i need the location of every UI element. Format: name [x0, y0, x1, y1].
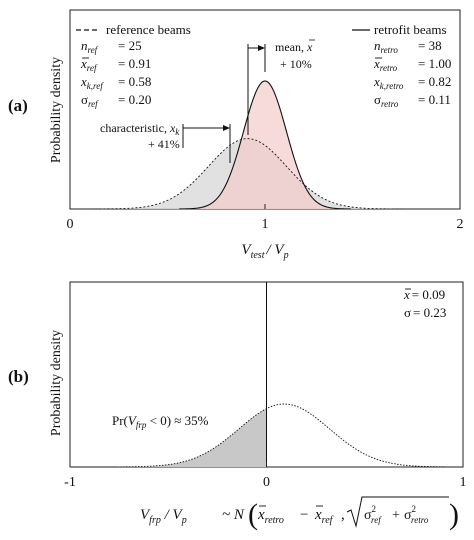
panel-b-label: (b): [8, 367, 29, 386]
stat-xbar-retro-value: = 1.00: [418, 56, 451, 71]
formula-separator: ,: [341, 507, 345, 523]
characteristic-annotation: characteristic, xk + 41%: [100, 121, 231, 163]
stat-xbar-ref: xref: [80, 56, 98, 73]
stat-n-retro-value: = 38: [418, 38, 442, 53]
panel-a-x-axis-label: Vtest / Vp: [241, 242, 288, 261]
panel-b-x-tick-label-2: 1: [460, 475, 467, 490]
panel-a-curves: [91, 80, 404, 210]
char-arrow-head: [223, 125, 230, 131]
stat-sigma-ref-value: = 0.20: [118, 92, 151, 107]
mean-change: + 10%: [280, 57, 312, 71]
stat-sigma-ref: σref: [81, 92, 99, 109]
stats-difference: x = 0.09 σ = 0.23: [403, 287, 446, 320]
stats-retrofit: nretro = 38 xretro = 1.00 xk,retro = 0.8…: [373, 38, 451, 109]
legend-retrofit-label: retrofit beams: [374, 22, 447, 37]
stat-xbar-retro: xretro: [373, 56, 398, 73]
formula-sqrt-sign: [346, 496, 449, 528]
formula-dist: ~ N: [222, 507, 245, 523]
formula-term2: xref: [314, 507, 334, 526]
panel-a-area-fills: [91, 81, 404, 209]
panel-a-x-tick-label-0: 0: [67, 217, 74, 232]
mean-annotation: mean, x + 10%: [247, 39, 315, 135]
stat-xbar-diff: x = 0.09: [403, 287, 445, 302]
legend-retrofit: retrofit beams: [352, 22, 447, 37]
panel-b-x-tick-label-0: -1: [64, 475, 76, 490]
stat-n-ref: nref: [81, 38, 99, 55]
prob-negative-annotation: Pr(Vfrp < 0) ≈ 35%: [112, 413, 209, 430]
legend-reference-label: reference beams: [106, 22, 191, 37]
panel-a-y-axis-label: Probability density: [49, 57, 64, 163]
formula-term1: xretro: [257, 507, 284, 526]
panel-a-x-tick-label-2: 2: [457, 217, 464, 232]
stat-sigma-diff: σ = 0.23: [404, 305, 446, 320]
formula-sigma-retro: σ2 retro: [404, 504, 429, 525]
reference-density-curve: [91, 138, 404, 210]
distribution-formula: Vfrp / Vp ~ N ( xretro − xref , σ2 ref + …: [140, 496, 459, 531]
panel-a-x-tick-label-1: 1: [262, 217, 269, 232]
panel-b: (b) Probability density -1 0 1 x = 0.09 σ…: [8, 281, 467, 531]
formula-right-paren: ): [449, 498, 459, 531]
stat-n-retro: nretro: [374, 38, 398, 55]
formula-left-paren: (: [248, 498, 258, 531]
stats-reference: nref = 25 xref = 0.91 xk,ref = 0.58 σref…: [80, 38, 151, 109]
stat-sigma-retro-value: = 0.11: [418, 92, 451, 107]
panel-a: (a) Probability density 0 1 2 Vtest / Vp …: [8, 9, 464, 261]
formula-lhs: Vfrp / Vp: [140, 507, 187, 526]
panel-b-y-axis-label: Probability density: [49, 330, 64, 436]
negative-region-fill: [71, 408, 267, 467]
mean-label: mean, x: [275, 40, 313, 54]
retrofit-density-curve: [179, 80, 351, 210]
legend-reference: reference beams: [76, 22, 191, 37]
char-change: + 41%: [148, 137, 180, 151]
char-label: characteristic, xk: [100, 121, 180, 137]
stat-xk-retro: xk,retro: [373, 74, 404, 91]
formula-minus: −: [300, 507, 308, 523]
stat-sigma-retro: σretro: [374, 92, 399, 109]
formula-sigma-ref: σ2 ref: [364, 504, 382, 525]
stat-xk-ref: xk,ref: [80, 74, 104, 91]
retrofit-density-fill: [179, 81, 351, 209]
stat-n-ref-value: = 25: [118, 38, 142, 53]
stat-xk-ref-value: = 0.58: [118, 74, 151, 89]
formula-plus: +: [392, 508, 400, 523]
panel-a-label: (a): [8, 96, 28, 115]
stat-xbar-ref-value: = 0.91: [118, 56, 151, 71]
stat-xk-retro-value: = 0.82: [418, 74, 451, 89]
mean-arrow-head: [258, 45, 265, 51]
panel-b-x-tick-label-1: 0: [263, 475, 270, 490]
panel-b-area-fills: [71, 408, 267, 467]
